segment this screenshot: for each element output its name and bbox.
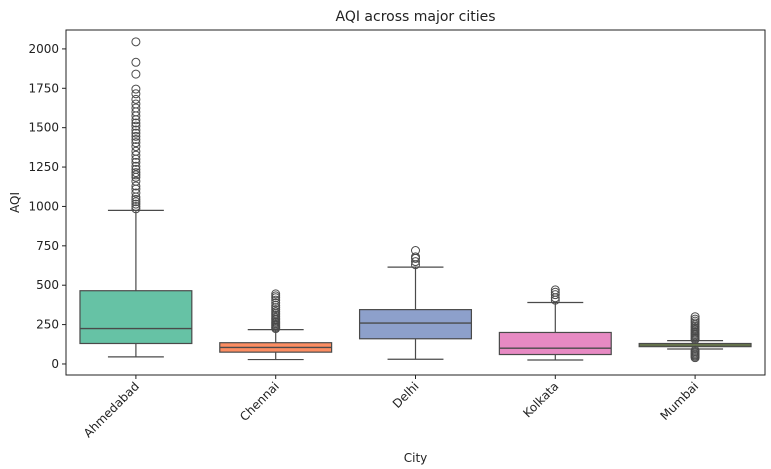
outlier-point: [690, 314, 700, 324]
outlier-point: [690, 312, 700, 322]
x-tick-label: Ahmedabad: [81, 379, 142, 440]
outlier-point: [131, 194, 141, 204]
outlier-point: [131, 94, 141, 104]
y-axis-ticks: 0 250 500 750 1000 1250 1500 1750 2000: [28, 42, 66, 371]
outlier-point: [131, 128, 141, 138]
x-axis-ticks: Ahmedabad Chennai Delhi Kolkata Mumbai: [81, 375, 701, 440]
outlier-point: [131, 161, 141, 171]
outlier-point: [131, 138, 141, 148]
y-axis-label: AQI: [8, 192, 22, 213]
x-tick-label: Delhi: [390, 379, 422, 411]
y-tick-label: 2000: [28, 42, 59, 56]
box-group-delhi: [358, 246, 473, 360]
outlier-point: [131, 89, 141, 99]
outlier-point: [131, 181, 141, 191]
outlier-point: [131, 188, 141, 198]
outlier-point: [131, 69, 141, 79]
outlier-point: [550, 285, 560, 295]
iqr-box: [498, 331, 612, 356]
outlier-point: [271, 298, 281, 308]
outlier-point: [131, 131, 141, 141]
outlier-point: [131, 176, 141, 186]
y-tick-label: 1500: [28, 121, 59, 135]
outlier-point: [271, 295, 281, 305]
x-axis-label: City: [404, 451, 428, 465]
outlier-point: [131, 84, 141, 94]
outlier-point: [550, 287, 560, 297]
outlier-point: [131, 170, 141, 180]
y-tick-label: 500: [36, 278, 59, 292]
outlier-point: [131, 150, 141, 160]
outlier-point: [411, 246, 420, 256]
box-group-chennai: [219, 289, 333, 361]
outlier-point: [131, 164, 141, 174]
y-tick-label: 1000: [28, 199, 59, 213]
y-tick-label: 250: [36, 318, 59, 332]
x-tick-label: Chennai: [237, 379, 282, 424]
iqr-box: [79, 290, 193, 345]
outlier-point: [131, 204, 141, 214]
outlier-point: [131, 197, 141, 207]
y-tick-label: 750: [36, 239, 59, 253]
outlier-point: [131, 199, 141, 209]
outlier-point: [131, 201, 141, 211]
outlier-point: [131, 118, 141, 128]
outlier-point: [271, 289, 281, 299]
outlier-point: [550, 290, 560, 300]
outlier-point: [131, 99, 141, 109]
outlier-point: [131, 134, 141, 144]
outlier-point: [131, 103, 141, 113]
chart-title: AQI across major cities: [335, 9, 495, 25]
outlier-point: [131, 157, 141, 167]
iqr-box: [358, 309, 473, 340]
y-tick-label: 1750: [28, 81, 59, 95]
outlier-point: [131, 125, 141, 135]
x-tick-label: Kolkata: [520, 379, 561, 420]
outlier-point: [131, 37, 141, 47]
outlier-point: [411, 252, 420, 262]
x-tick-label: Mumbai: [657, 379, 701, 423]
outlier-point: [131, 121, 141, 131]
outlier-point: [131, 146, 141, 156]
y-tick-label: 1250: [28, 160, 59, 174]
outlier-point: [131, 168, 141, 178]
outlier-point: [131, 57, 141, 67]
box-group-ahmedabad: [79, 37, 193, 358]
box-group-mumbai: [638, 312, 752, 363]
outlier-point: [131, 142, 141, 152]
box-series: [79, 37, 752, 363]
y-tick-label: 0: [51, 357, 59, 371]
outlier-point: [271, 303, 281, 313]
outlier-point: [690, 345, 700, 355]
box-group-kolkata: [498, 285, 612, 361]
outlier-point: [411, 257, 420, 267]
